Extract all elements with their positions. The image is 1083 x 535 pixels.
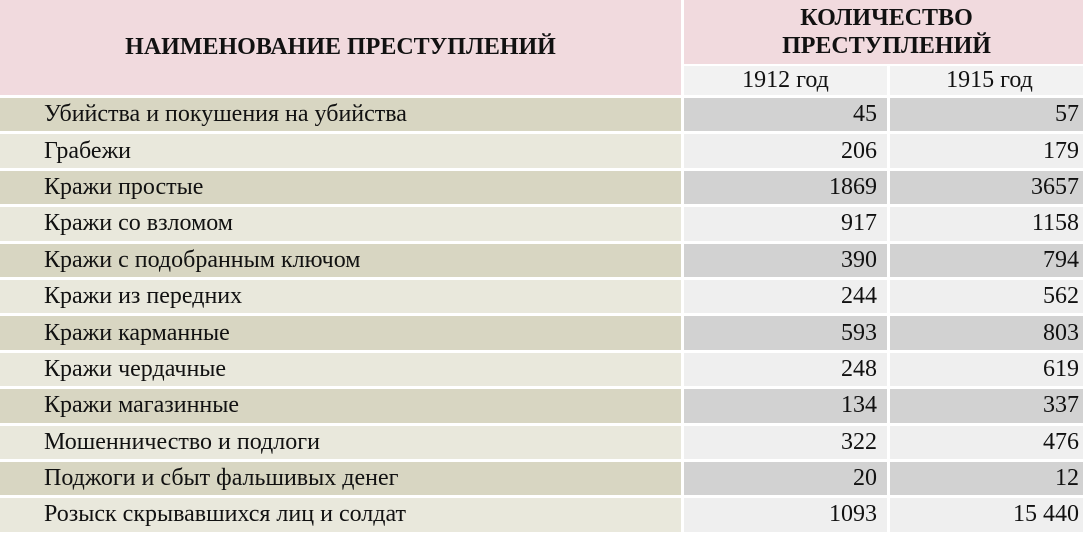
row-10-1912: 322: [684, 425, 887, 462]
row-8-name: Кражи чердачные: [0, 352, 681, 390]
column-header-year-1912: 1912 год: [684, 66, 887, 98]
row-8-1912: 248: [684, 352, 887, 390]
row-4-1912: 917: [684, 207, 887, 244]
row-1-1912: 45: [684, 98, 887, 135]
row-7-1915: 803: [890, 316, 1083, 353]
row-5-1915: 794: [890, 243, 1083, 280]
column-header-crime-count-line2: ПРЕСТУПЛЕНИЙ: [782, 33, 991, 59]
row-2-1912: 206: [684, 134, 887, 171]
row-3-name: Кражи простые: [0, 170, 681, 208]
row-3-1915: 3657: [890, 170, 1083, 208]
column-header-crime-name: НАИМЕНОВАНИЕ ПРЕСТУПЛЕНИЙ: [0, 0, 681, 98]
row-11-name: Поджоги и сбыт фальшивых денег: [0, 461, 681, 499]
row-6-name: Кражи из передних: [0, 279, 681, 317]
row-5-1912: 390: [684, 243, 887, 280]
row-6-1915: 562: [890, 279, 1083, 317]
row-9-name: Кражи магазинные: [0, 389, 681, 426]
row-7-name: Кражи карманные: [0, 316, 681, 353]
row-10-1915: 476: [890, 425, 1083, 462]
row-12-1912: 1093: [684, 498, 887, 535]
row-1-name: Убийства и покушения на убийства: [0, 98, 681, 135]
row-9-1912: 134: [684, 389, 887, 426]
row-4-name: Кражи со взломом: [0, 207, 681, 244]
row-7-1912: 593: [684, 316, 887, 353]
row-10-name: Мошенничество и подлоги: [0, 425, 681, 462]
row-5-name: Кражи с подобранным ключом: [0, 243, 681, 280]
row-11-1912: 20: [684, 461, 887, 499]
row-9-1915: 337: [890, 389, 1083, 426]
row-4-1915: 1158: [890, 207, 1083, 244]
column-header-crime-count: КОЛИЧЕСТВО ПРЕСТУПЛЕНИЙ: [684, 0, 1083, 66]
row-2-1915: 179: [890, 134, 1083, 171]
row-12-1915: 15 440: [890, 498, 1083, 535]
column-header-year-1915: 1915 год: [890, 66, 1083, 98]
row-3-1912: 1869: [684, 170, 887, 208]
row-2-name: Грабежи: [0, 134, 681, 171]
row-1-1915: 57: [890, 98, 1083, 135]
row-8-1915: 619: [890, 352, 1083, 390]
row-11-1915: 12: [890, 461, 1083, 499]
row-12-name: Розыск скрывавшихся лиц и солдат: [0, 498, 681, 535]
column-header-crime-count-line1: КОЛИЧЕСТВО: [800, 5, 973, 31]
row-6-1912: 244: [684, 279, 887, 317]
